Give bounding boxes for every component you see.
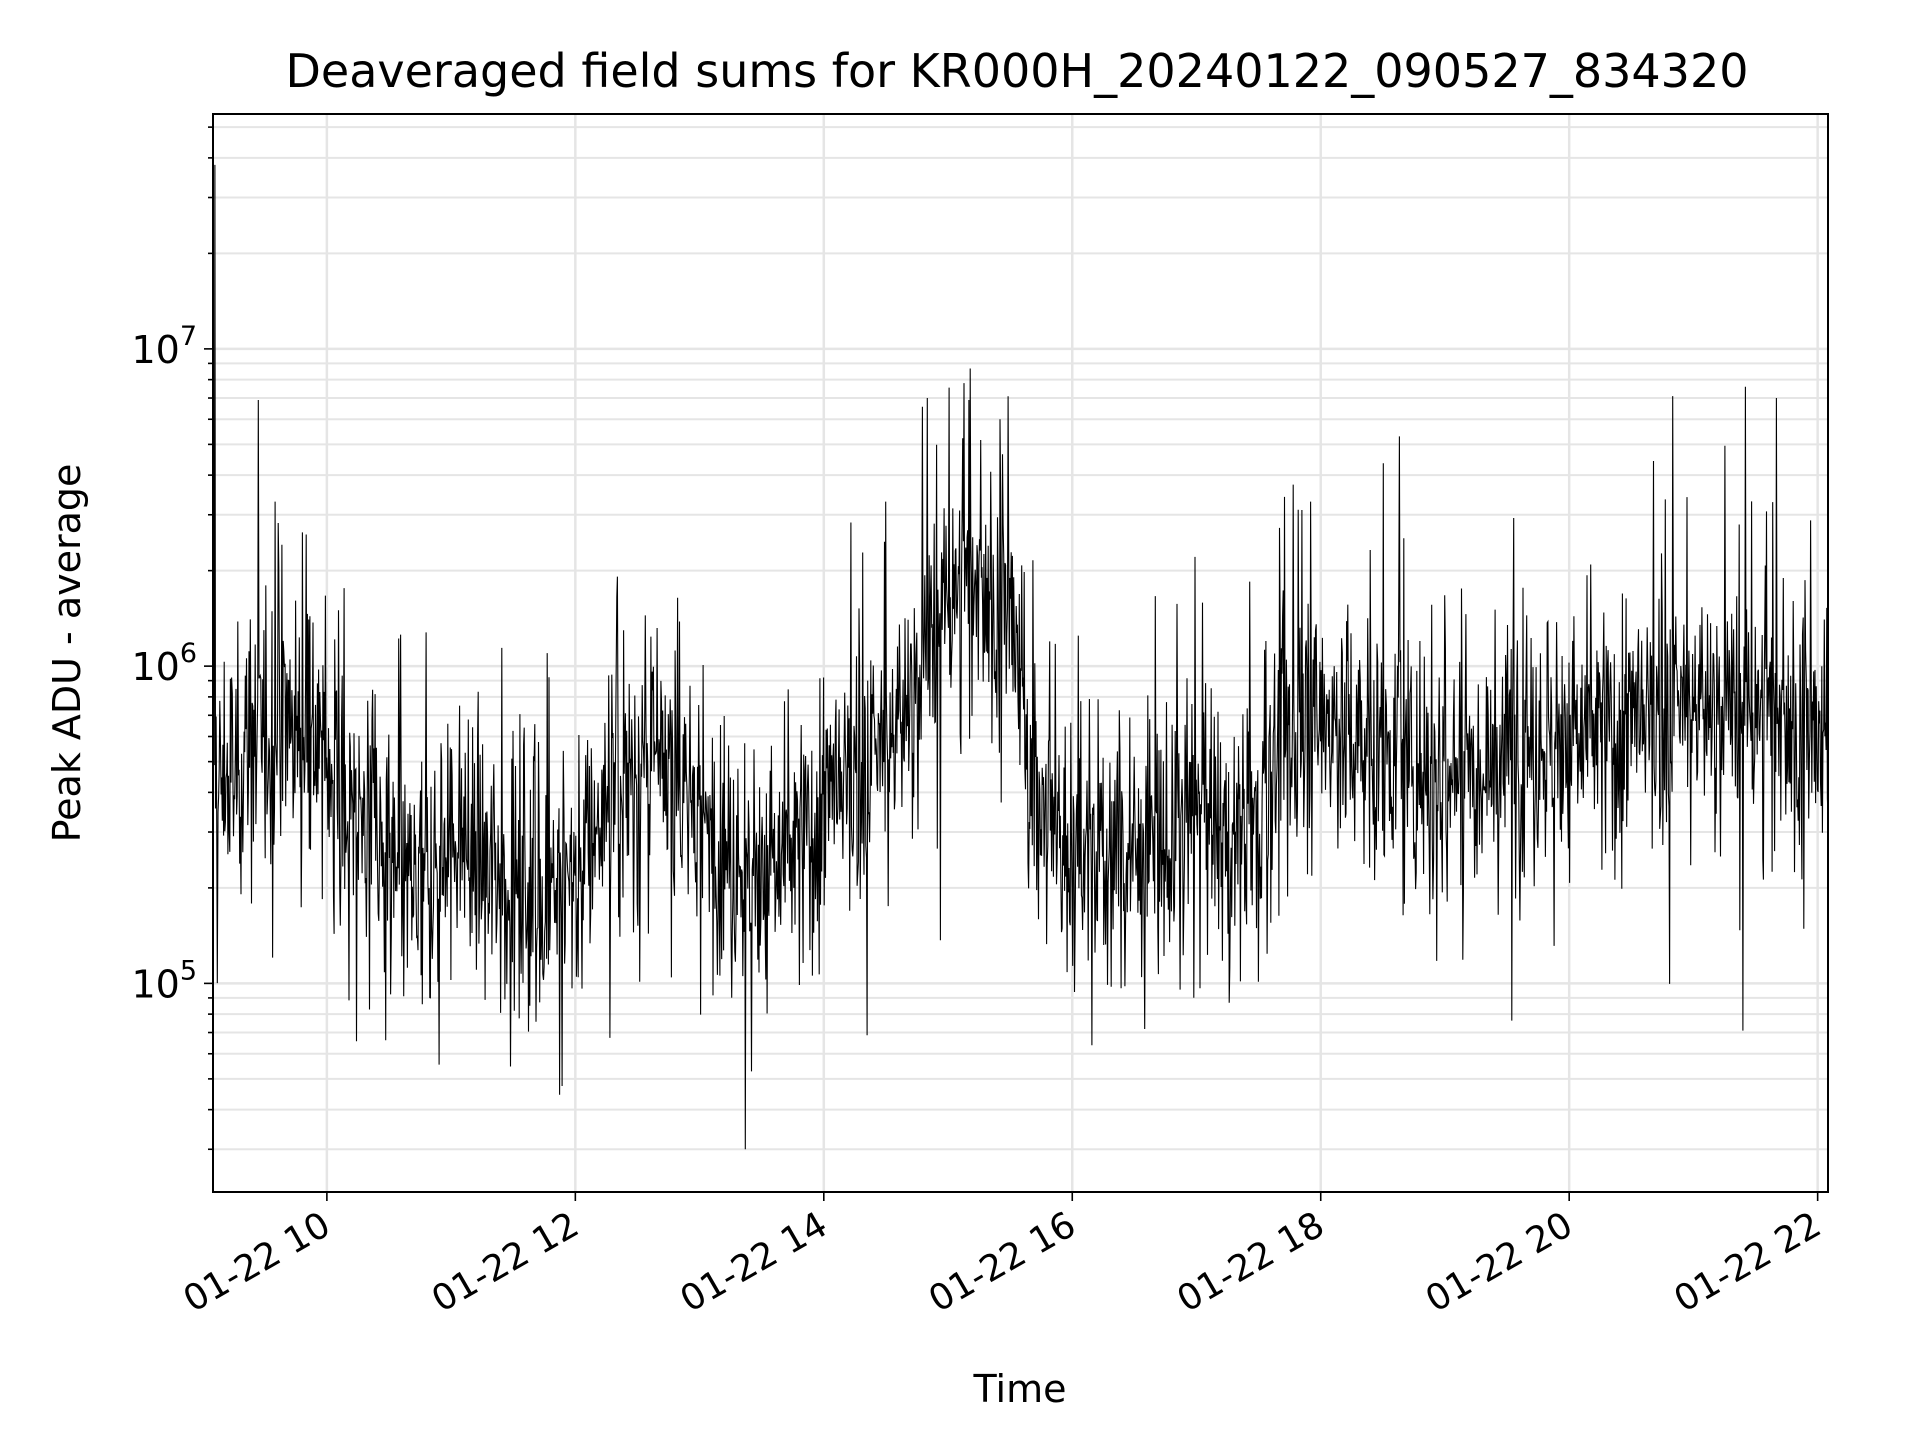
data-series (212, 164, 1829, 1150)
y-tick-label: 105 (131, 955, 197, 1006)
y-tick-base: 10 (131, 962, 179, 1006)
y-tick-exponent: 6 (180, 638, 197, 669)
plot-frame (212, 113, 1829, 1193)
x-axis-label: Time (973, 1367, 1067, 1411)
y-tick-exponent: 7 (180, 321, 197, 352)
series-line (212, 164, 1829, 1150)
y-tick-base: 10 (131, 645, 179, 689)
plot-area (212, 113, 1829, 1193)
y-tick-exponent: 5 (180, 955, 197, 986)
y-axis-label: Peak ADU - average (45, 464, 89, 843)
y-tick-label: 106 (131, 638, 197, 689)
y-tick-base: 10 (131, 328, 179, 372)
chart-title: Deaveraged field sums for KR000H_2024012… (286, 44, 1749, 98)
y-tick-label: 107 (131, 321, 197, 372)
